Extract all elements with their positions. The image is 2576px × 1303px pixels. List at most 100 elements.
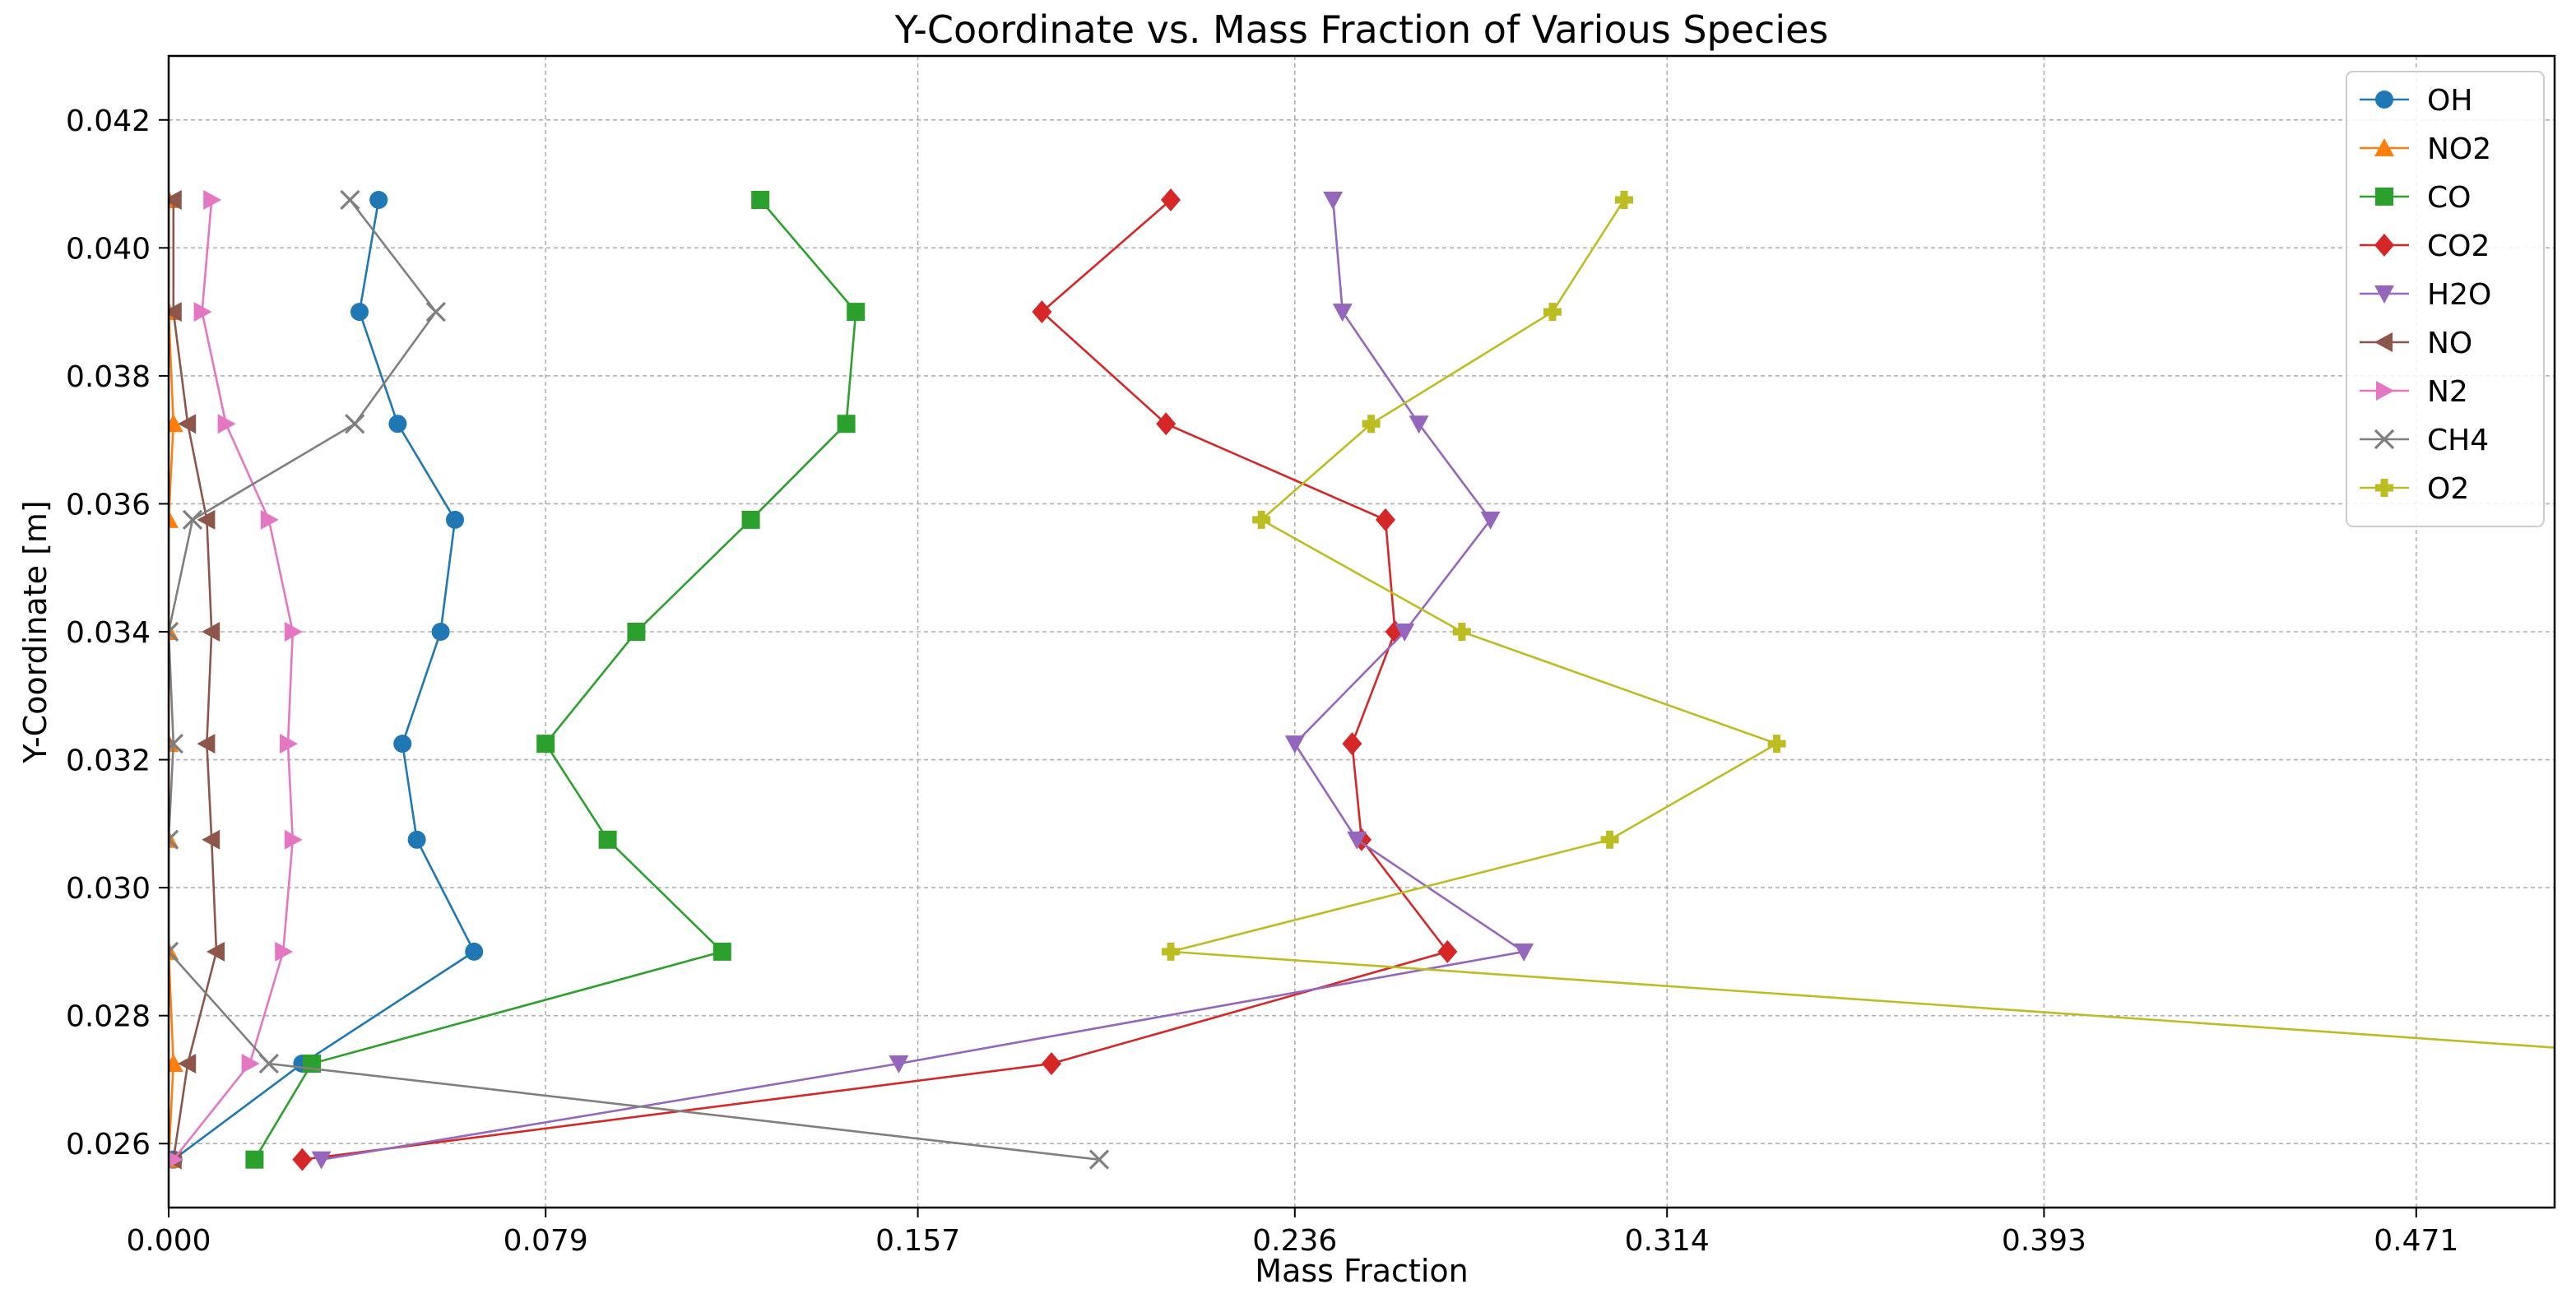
- series-co2-line: [302, 199, 1450, 1161]
- series-h2o-point: [1332, 304, 1353, 322]
- series-ch4-point: [258, 1053, 279, 1074]
- series-co-point: [837, 415, 856, 434]
- y-tick-label: 0.028: [66, 1000, 151, 1034]
- series-n2-point: [203, 190, 222, 210]
- series-o2-point: [1615, 191, 1633, 209]
- series-h2o-point: [1395, 624, 1415, 642]
- legend: OH NO2 CO CO2 H2O NO N2 CH4 O2: [2346, 71, 2545, 527]
- y-axis-label: Y-Coordinate [m]: [17, 500, 53, 763]
- series-co-line: [253, 199, 857, 1161]
- y-tick-label: 0.026: [66, 1128, 151, 1162]
- legend-item-no: NO: [2360, 327, 2472, 360]
- legend-marker: [2374, 285, 2394, 304]
- y-tick-label: 0.040: [66, 232, 151, 266]
- legend-marker: [2375, 90, 2393, 109]
- legend-marker: [2374, 138, 2394, 156]
- legend-marker: [2375, 188, 2393, 206]
- series-ch4-point: [169, 733, 183, 754]
- series-o2-point: [1600, 830, 1619, 849]
- series-co2-point: [1376, 508, 1395, 531]
- series-o2-point: [1362, 415, 1381, 434]
- x-tick-label: 0.236: [1252, 1224, 1337, 1258]
- series-ch4-point: [182, 509, 203, 531]
- series-no-point: [169, 190, 182, 210]
- y-tick-label: 0.038: [66, 360, 151, 394]
- series-co-point: [627, 623, 646, 641]
- series-oh-point: [393, 735, 412, 754]
- series-h2o-point: [1284, 735, 1305, 754]
- series-o2-point: [1252, 510, 1271, 529]
- legend-marker: [2374, 234, 2394, 257]
- y-tick-label: 0.036: [66, 488, 151, 522]
- x-tick-label: 0.157: [875, 1224, 960, 1258]
- legend-marker: [2375, 479, 2393, 497]
- x-tick-label: 0.393: [2002, 1224, 2086, 1258]
- series-no-point: [202, 622, 220, 642]
- series-o2-point: [1543, 303, 1562, 322]
- legend-label: NO: [2427, 327, 2472, 360]
- y-tick-label: 0.034: [66, 616, 151, 650]
- series-oh-point: [407, 830, 426, 849]
- series-ch4: [169, 189, 1110, 1170]
- legend-item-n2: N2: [2360, 375, 2468, 409]
- series-oh-point: [369, 191, 388, 209]
- legend-label: O2: [2427, 472, 2469, 506]
- series-h2o-line: [321, 199, 1527, 1161]
- legend-item-o2: O2: [2360, 472, 2469, 506]
- y-tick-label: 0.042: [66, 104, 151, 138]
- series-o2-point: [1452, 623, 1471, 641]
- series-n2-point: [284, 622, 303, 642]
- legend-item-h2o: H2O: [2360, 278, 2491, 312]
- series-h2o-point: [889, 1055, 909, 1073]
- series-n2-point: [275, 941, 294, 962]
- series-o2: [1162, 191, 2555, 1049]
- legend-marker: [2374, 332, 2393, 352]
- series-n2-point: [193, 302, 212, 322]
- series-h2o-point: [311, 1151, 332, 1170]
- series-ch4-point: [345, 414, 365, 434]
- series-no-point: [169, 302, 182, 322]
- series-h2o-point: [1514, 943, 1534, 962]
- legend-label: CH4: [2427, 424, 2489, 457]
- series-o2-tail-line: [1170, 950, 2555, 1049]
- x-axis-label: Mass Fraction: [1255, 1253, 1468, 1289]
- series-co-point: [598, 830, 617, 849]
- legend-label: NO2: [2427, 132, 2491, 166]
- series-co-point: [847, 303, 866, 322]
- series-no-point: [197, 509, 216, 530]
- series-co2-point: [1161, 188, 1181, 211]
- legend-label: OH: [2427, 84, 2472, 118]
- legend-marker: [2376, 381, 2394, 401]
- series-ch4-point: [1088, 1149, 1110, 1170]
- y-tick-label: 0.030: [66, 872, 151, 906]
- series-co2-point: [1156, 412, 1177, 436]
- series-co-point: [536, 735, 555, 754]
- series-n2-point: [169, 1151, 183, 1168]
- series-no2-point: [169, 1054, 183, 1072]
- series-h2o: [311, 192, 1534, 1170]
- series-no2-point: [169, 414, 183, 433]
- legend-marker: [2374, 429, 2395, 450]
- series-n2-line: [172, 199, 295, 1161]
- series-ch4-point: [340, 189, 360, 211]
- series-co-point: [741, 510, 760, 529]
- series-o2-point: [1162, 942, 1180, 961]
- legend-item-co: CO: [2360, 181, 2471, 215]
- series-no-point: [178, 1054, 197, 1073]
- series-ch4-point: [169, 941, 179, 962]
- series-oh-point: [388, 415, 407, 434]
- series-ch4-point: [169, 621, 179, 642]
- series-co2-point: [1042, 1052, 1061, 1075]
- series-n2: [169, 190, 303, 1168]
- series-co: [245, 191, 866, 1169]
- series-h2o-point: [1480, 511, 1501, 530]
- legend-frame: [2346, 71, 2545, 527]
- series-co-point: [245, 1150, 264, 1169]
- series-no-line: [172, 200, 218, 1160]
- series-h2o-point: [1323, 192, 1344, 210]
- series-h2o-point: [1409, 415, 1429, 434]
- series-co2-point: [1342, 732, 1362, 756]
- x-tick-label: 0.000: [126, 1224, 211, 1258]
- series-h2o-point: [1347, 831, 1367, 850]
- series-oh-point: [465, 942, 484, 961]
